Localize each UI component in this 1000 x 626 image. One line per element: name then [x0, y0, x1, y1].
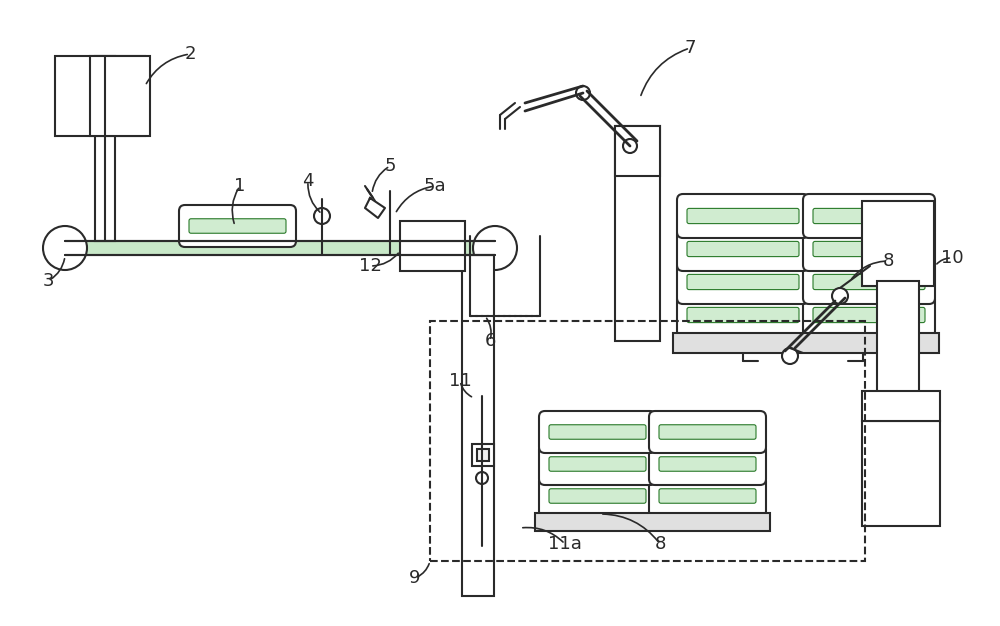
Text: 5a: 5a: [424, 177, 446, 195]
FancyBboxPatch shape: [687, 274, 799, 290]
FancyBboxPatch shape: [549, 457, 646, 471]
Text: 8: 8: [654, 535, 666, 553]
Bar: [862, 391, 940, 421]
FancyBboxPatch shape: [813, 274, 925, 290]
FancyBboxPatch shape: [189, 218, 286, 233]
FancyBboxPatch shape: [813, 242, 925, 257]
Text: 3: 3: [42, 272, 54, 290]
FancyBboxPatch shape: [649, 443, 766, 485]
Bar: [862, 201, 934, 286]
Bar: [462, 255, 494, 596]
FancyBboxPatch shape: [677, 227, 809, 271]
FancyBboxPatch shape: [659, 489, 756, 503]
Text: 8: 8: [882, 252, 894, 270]
Circle shape: [476, 472, 488, 484]
Bar: [55, 56, 145, 136]
Bar: [673, 333, 939, 353]
Circle shape: [832, 288, 848, 304]
Bar: [472, 444, 494, 466]
Circle shape: [623, 139, 637, 153]
FancyBboxPatch shape: [813, 307, 925, 322]
Text: 12: 12: [359, 257, 381, 275]
Bar: [535, 513, 770, 531]
Text: 2: 2: [184, 45, 196, 63]
Polygon shape: [365, 198, 385, 218]
FancyBboxPatch shape: [803, 293, 935, 337]
FancyBboxPatch shape: [539, 411, 656, 453]
Bar: [615, 126, 660, 341]
Bar: [877, 281, 919, 396]
Bar: [400, 221, 465, 271]
Bar: [65, 241, 495, 255]
Text: 11: 11: [449, 372, 471, 390]
FancyBboxPatch shape: [539, 475, 656, 517]
FancyBboxPatch shape: [803, 227, 935, 271]
FancyBboxPatch shape: [677, 260, 809, 304]
Text: 1: 1: [234, 177, 246, 195]
FancyBboxPatch shape: [803, 194, 935, 238]
FancyBboxPatch shape: [539, 443, 656, 485]
FancyBboxPatch shape: [803, 260, 935, 304]
Text: 4: 4: [302, 172, 314, 190]
Circle shape: [43, 226, 87, 270]
Text: 9: 9: [409, 569, 421, 587]
Text: 5: 5: [384, 157, 396, 175]
Bar: [862, 421, 940, 526]
FancyBboxPatch shape: [649, 411, 766, 453]
Bar: [90, 56, 150, 136]
Bar: [477, 449, 489, 461]
FancyBboxPatch shape: [549, 425, 646, 439]
FancyBboxPatch shape: [659, 425, 756, 439]
Text: 11a: 11a: [548, 535, 582, 553]
FancyBboxPatch shape: [677, 293, 809, 337]
Bar: [615, 126, 660, 176]
FancyBboxPatch shape: [549, 489, 646, 503]
Circle shape: [314, 208, 330, 224]
Circle shape: [576, 86, 590, 100]
Text: 6: 6: [484, 332, 496, 350]
FancyBboxPatch shape: [677, 194, 809, 238]
FancyBboxPatch shape: [813, 208, 925, 223]
Text: 7: 7: [684, 39, 696, 57]
FancyBboxPatch shape: [179, 205, 296, 247]
FancyBboxPatch shape: [687, 307, 799, 322]
FancyBboxPatch shape: [687, 242, 799, 257]
FancyBboxPatch shape: [649, 475, 766, 517]
Circle shape: [782, 348, 798, 364]
Circle shape: [473, 226, 517, 270]
FancyBboxPatch shape: [687, 208, 799, 223]
Bar: [430, 321, 865, 561]
Text: 10: 10: [941, 249, 963, 267]
FancyBboxPatch shape: [659, 457, 756, 471]
Bar: [95, 56, 115, 241]
